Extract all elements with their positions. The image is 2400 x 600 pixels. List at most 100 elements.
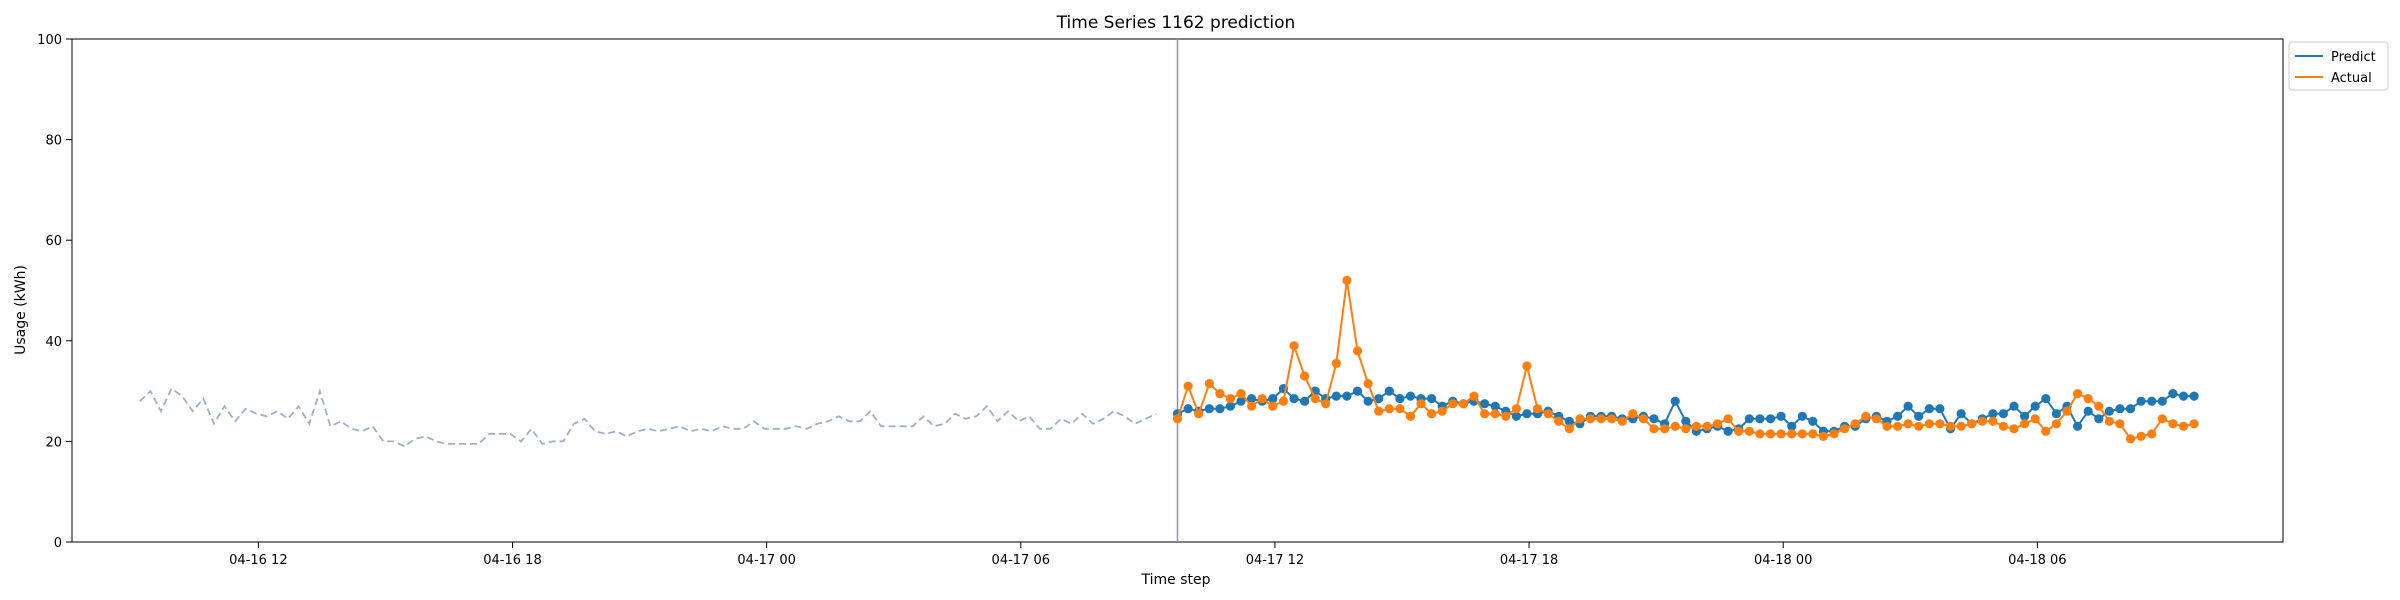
actual-point	[2104, 416, 2114, 426]
actual-point	[1861, 411, 1871, 421]
predict-point	[2073, 421, 2083, 431]
predict-point	[2136, 396, 2146, 406]
actual-point	[2062, 406, 2072, 416]
actual-point	[2009, 424, 2019, 434]
actual-point	[1342, 275, 1352, 285]
actual-point	[1268, 401, 1278, 411]
actual-point	[1956, 421, 1966, 431]
predict-point	[1808, 416, 1818, 426]
actual-point	[1723, 414, 1733, 424]
y-tick-label: 100	[37, 33, 62, 48]
predict-point	[1289, 394, 1299, 404]
predict-point	[1204, 404, 1214, 414]
predict-point	[2125, 404, 2136, 414]
actual-point	[2168, 419, 2178, 429]
actual-point	[1183, 381, 1193, 391]
actual-point	[2094, 401, 2104, 411]
y-tick-label: 60	[45, 234, 62, 249]
predict-point	[1352, 386, 1363, 396]
predict-point	[1924, 404, 1934, 414]
actual-point	[2189, 419, 2199, 429]
actual-point	[2115, 419, 2125, 429]
actual-point	[1564, 424, 1574, 434]
predict-point	[1236, 396, 1246, 406]
actual-point	[1903, 419, 1913, 429]
actual-point	[1829, 429, 1839, 439]
actual-point	[1681, 424, 1691, 434]
actual-point	[1543, 409, 1553, 419]
x-tick-label: 04-17 00	[737, 553, 795, 568]
predict-point	[1776, 411, 1786, 421]
actual-point	[2136, 431, 2146, 441]
y-tick-label: 80	[45, 134, 62, 149]
x-tick-label: 04-18 00	[1754, 553, 1812, 568]
predict-point	[1797, 411, 1807, 421]
actual-point	[1945, 421, 1956, 431]
actual-point	[2083, 394, 2093, 404]
actual-point	[1871, 414, 1881, 424]
actual-point	[1776, 429, 1786, 439]
predict-point	[1988, 409, 1998, 419]
actual-point	[2125, 434, 2136, 444]
actual-point	[1501, 411, 1511, 421]
predict-point	[1998, 409, 2008, 419]
actual-point	[1617, 416, 1627, 426]
predict-point	[1363, 396, 1373, 406]
actual-point	[1734, 426, 1744, 436]
actual-point	[1416, 399, 1426, 409]
predict-point	[1935, 404, 1945, 414]
predict-point	[1522, 409, 1532, 419]
predict-point	[2083, 406, 2093, 416]
predict-point	[1914, 411, 1924, 421]
actual-point	[1787, 429, 1797, 439]
predict-point	[2178, 391, 2189, 401]
predict-point	[1744, 414, 1754, 424]
predict-point	[1300, 396, 1310, 406]
actual-point	[1384, 404, 1394, 414]
actual-point	[1405, 411, 1416, 421]
predict-point	[2009, 401, 2019, 411]
actual-point	[1300, 371, 1310, 381]
predict-point	[1956, 409, 1966, 419]
predict-point	[2104, 406, 2114, 416]
actual-point	[2020, 419, 2030, 429]
x-tick-label: 04-17 12	[1246, 553, 1304, 568]
predict-point	[1649, 414, 1659, 424]
actual-point	[1998, 421, 2008, 431]
x-axis-label: Time step	[1141, 572, 1211, 588]
actual-point	[1310, 394, 1320, 404]
actual-point	[1480, 409, 1490, 419]
predict-point	[2094, 414, 2104, 424]
actual-point	[1522, 361, 1532, 371]
predict-point	[2189, 391, 2199, 401]
predict-point	[2030, 401, 2040, 411]
actual-point	[1374, 406, 1384, 416]
actual-point	[1818, 431, 1828, 441]
y-tick-label: 0	[54, 536, 62, 551]
actual-point	[1257, 394, 1267, 404]
actual-point	[1469, 391, 1479, 401]
actual-point	[1363, 379, 1373, 389]
actual-point	[2178, 421, 2189, 431]
actual-point	[1988, 416, 1998, 426]
history-line	[139, 387, 1157, 448]
actual-point	[1194, 409, 1204, 419]
actual-point	[1532, 404, 1543, 414]
actual-point	[1924, 419, 1934, 429]
actual-point	[1797, 429, 1807, 439]
legend-label-actual: Actual	[2331, 71, 2372, 86]
predict-point	[1374, 394, 1384, 404]
actual-point	[1289, 341, 1299, 351]
actual-point	[1427, 409, 1437, 419]
x-tick-label: 04-18 06	[2008, 553, 2066, 568]
predict-point	[2147, 396, 2157, 406]
actual-point	[1511, 404, 1521, 414]
predict-point	[1480, 399, 1490, 409]
predict-point	[1183, 404, 1193, 414]
predict-point	[1755, 414, 1765, 424]
actual-point	[1850, 419, 1860, 429]
predict-point	[2051, 409, 2061, 419]
actual-point	[1236, 389, 1246, 399]
predict-point	[1215, 404, 1225, 414]
